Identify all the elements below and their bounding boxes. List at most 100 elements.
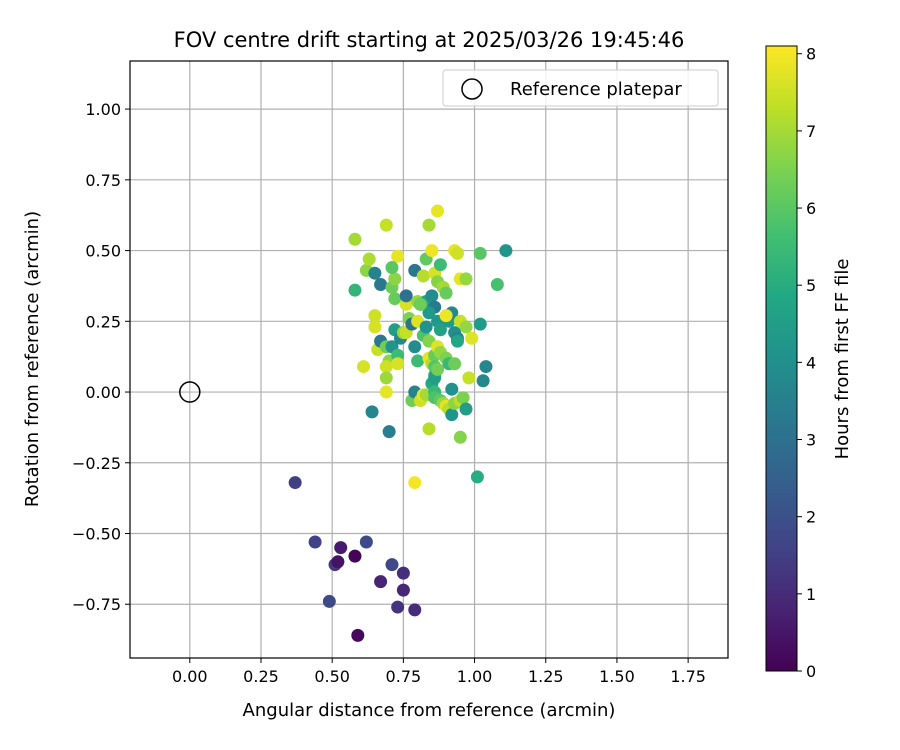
data-point (408, 340, 422, 354)
data-point (465, 331, 479, 345)
data-point (459, 320, 473, 334)
colorbar-label: Hours from first FF file (832, 259, 853, 460)
x-tick-label: 1.25 (528, 667, 564, 686)
colorbar-ticks: 0 1 2 3 4 5 6 7 8 (797, 45, 816, 681)
data-point (425, 244, 439, 258)
data-point (379, 385, 393, 399)
data-point (362, 252, 376, 266)
data-point (445, 408, 459, 422)
data-point (379, 371, 393, 385)
data-point (450, 246, 464, 260)
data-point (396, 583, 410, 597)
legend-marker-icon (461, 78, 483, 100)
x-tick-label: 1.50 (599, 667, 635, 686)
data-point (431, 362, 445, 376)
data-point (453, 430, 467, 444)
data-point (422, 218, 436, 232)
data-point (331, 555, 345, 569)
data-point (433, 258, 447, 272)
x-tick-label: 1.75 (670, 667, 706, 686)
colorbar-tick-label: 0 (806, 662, 816, 681)
data-point (385, 558, 399, 572)
data-point (348, 232, 362, 246)
data-point (374, 278, 388, 292)
legend-box (442, 69, 719, 107)
data-points (288, 204, 513, 642)
data-point (322, 594, 336, 608)
data-point (308, 535, 322, 549)
data-point (396, 566, 410, 580)
data-point (359, 535, 373, 549)
data-point (425, 289, 439, 303)
legend: Reference platepar (442, 69, 719, 107)
colorbar-gradient (765, 45, 798, 672)
data-point (416, 269, 430, 283)
data-point (433, 323, 447, 337)
data-point (422, 422, 436, 436)
colorbar-tick-label: 6 (806, 199, 816, 218)
x-tick-label: 1.00 (457, 667, 493, 686)
data-point (368, 309, 382, 323)
reference-marker (179, 381, 201, 403)
data-point (379, 360, 393, 374)
data-point (459, 272, 473, 286)
data-point (368, 266, 382, 280)
data-point (499, 244, 513, 258)
x-tick-label: 0.00 (172, 667, 208, 686)
plot-frame (129, 60, 729, 659)
y-tick-label: 0.50 (85, 242, 121, 261)
data-point (288, 476, 302, 490)
chart-title: FOV centre drift starting at 2025/03/26 … (174, 28, 685, 52)
colorbar-tick-label: 7 (806, 122, 816, 141)
data-point (399, 289, 413, 303)
data-point (391, 357, 405, 371)
data-point (450, 334, 464, 348)
y-tick-label: −0.75 (72, 595, 121, 614)
colorbar-tick-label: 1 (806, 585, 816, 604)
y-tick-label: 1.00 (85, 100, 121, 119)
data-point (334, 541, 348, 555)
data-point (374, 575, 388, 589)
data-point (473, 246, 487, 260)
colorbar: 0 1 2 3 4 5 6 7 8 Hours from first FF file (765, 45, 853, 681)
data-point (431, 204, 445, 218)
data-point (357, 360, 371, 374)
y-tick-label: 0.25 (85, 312, 121, 331)
data-point (422, 306, 436, 320)
data-point (408, 603, 422, 617)
y-tick-label: −0.25 (72, 454, 121, 473)
x-tick-label: 0.75 (386, 667, 422, 686)
data-point (445, 382, 459, 396)
data-point (408, 476, 422, 490)
axis-ticks: 0.00 0.25 0.50 0.75 1.00 1.25 1.50 1.75 −0.75 −0.… (72, 100, 706, 686)
colorbar-tick-label: 2 (806, 508, 816, 527)
y-tick-label: 0.00 (85, 383, 121, 402)
data-point (448, 357, 462, 371)
data-point (391, 249, 405, 263)
data-point (476, 374, 490, 388)
data-point (411, 354, 425, 368)
data-point (462, 371, 476, 385)
legend-label: Reference platepar (510, 79, 682, 100)
data-point (348, 283, 362, 297)
x-tick-label: 0.50 (314, 667, 350, 686)
data-point (479, 360, 493, 374)
y-tick-label: −0.50 (72, 525, 121, 544)
data-point (439, 286, 453, 300)
colorbar-tick-label: 4 (806, 353, 816, 372)
data-point (419, 320, 433, 334)
data-point (459, 402, 473, 416)
x-axis-label: Angular distance from reference (arcmin) (243, 700, 616, 721)
data-point (473, 317, 487, 331)
data-point (382, 425, 396, 439)
data-point (365, 405, 379, 419)
y-axis-label: Rotation from reference (arcmin) (22, 211, 43, 507)
data-point (413, 297, 427, 311)
data-point (379, 218, 393, 232)
data-point (388, 272, 402, 286)
data-point (348, 549, 362, 563)
data-point (391, 600, 405, 614)
data-point (351, 628, 365, 642)
data-point (368, 320, 382, 334)
